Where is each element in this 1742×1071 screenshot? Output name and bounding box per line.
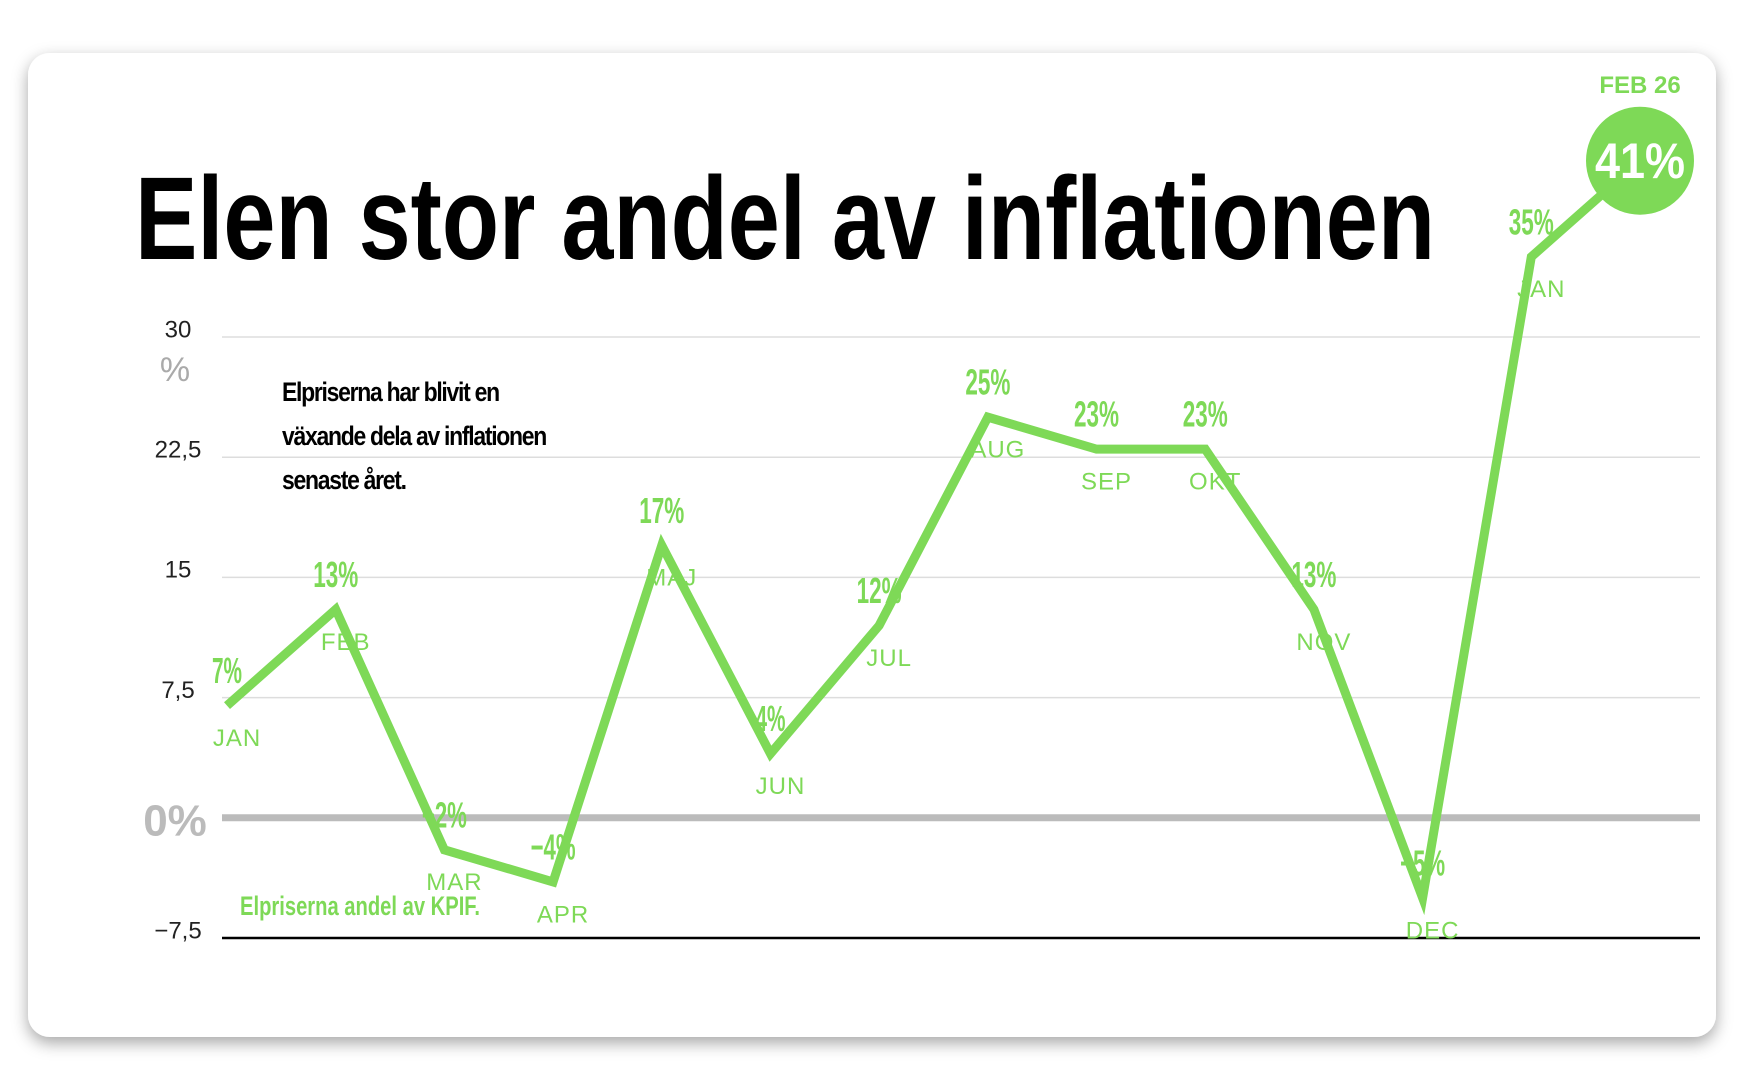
- card: [28, 53, 1716, 1037]
- x-tick-label: JAN: [213, 725, 261, 752]
- y-tick-label: 0%: [143, 796, 207, 845]
- x-tick-label: AUG: [970, 436, 1025, 463]
- value-label: −2%: [422, 794, 467, 835]
- x-tick-label: JUL: [866, 645, 912, 672]
- value-label: 41%: [1595, 133, 1685, 189]
- x-tick-label: DEC: [1406, 917, 1460, 944]
- value-label: 35%: [1509, 201, 1554, 242]
- value-label: 7%: [212, 650, 242, 691]
- value-label: 17%: [639, 490, 684, 531]
- x-tick-label: APR: [537, 901, 589, 928]
- x-tick-label: SEP: [1081, 469, 1132, 496]
- value-label: 13%: [313, 554, 358, 595]
- value-label: 23%: [1183, 394, 1228, 435]
- x-tick-label: MAJ: [646, 565, 697, 592]
- highlight-point: [1586, 106, 1694, 215]
- value-label: 23%: [1074, 394, 1119, 435]
- x-tick-label: JUN: [756, 773, 806, 800]
- x-tick-label: FEB 26: [1599, 72, 1680, 99]
- x-tick-label: MAR: [426, 869, 482, 896]
- annotation-box: Elpriserna har blivit en växande dela av…: [282, 377, 547, 495]
- y-tick-label: 30: [165, 316, 192, 343]
- value-label: 4%: [755, 698, 785, 739]
- x-tick-label: FEB: [321, 629, 371, 656]
- line: [224, 157, 1643, 916]
- y-tick-label: 22,5: [155, 437, 202, 464]
- value-label: 12%: [857, 570, 902, 611]
- x-tick-label: JAN: [1517, 276, 1565, 303]
- y-tick-label: 15: [165, 557, 192, 584]
- y-tick-label: −7,5: [154, 917, 201, 944]
- annotation: Elpriserna har blivit en växande dela av…: [282, 377, 547, 495]
- x-tick-label: OKT: [1189, 469, 1241, 496]
- chart-title: Elen stor andel av inflationen: [135, 153, 1435, 285]
- x-tick-label: NOV: [1296, 629, 1351, 656]
- value-label: −5%: [1400, 842, 1445, 883]
- y-tick-label: 7,5: [161, 677, 194, 704]
- value-label: 25%: [965, 362, 1010, 403]
- value-label: −4%: [531, 826, 576, 867]
- y-axis-label: %: [160, 351, 190, 389]
- legend-label: Elpriserna andel av KPIF.: [240, 891, 480, 921]
- value-label: 13%: [1291, 554, 1336, 595]
